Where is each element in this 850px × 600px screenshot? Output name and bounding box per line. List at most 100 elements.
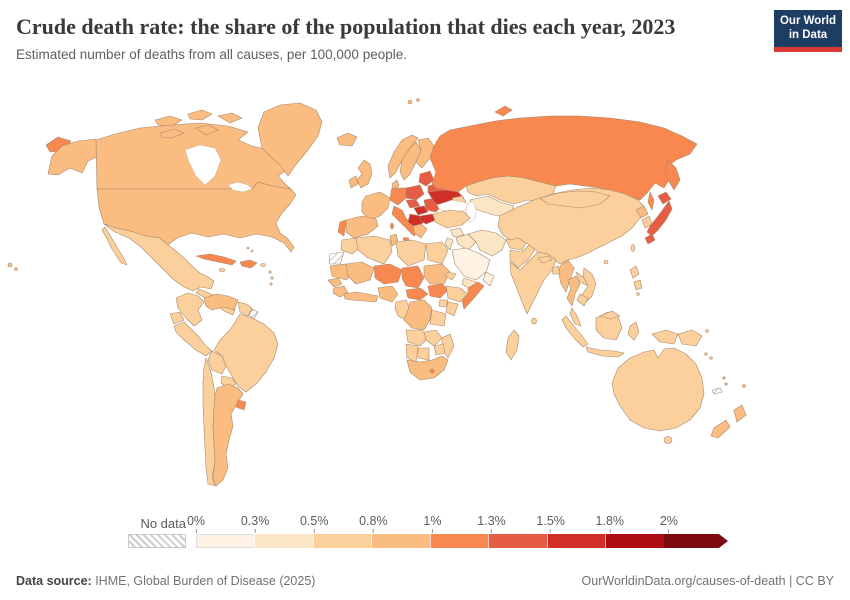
country-drc[interactable] (403, 299, 433, 331)
country-lesser-antilles-3[interactable] (269, 282, 273, 286)
legend-bin-6[interactable] (546, 534, 606, 548)
country-germany[interactable] (389, 187, 407, 206)
country-indonesia-sulawesi[interactable] (627, 321, 640, 341)
country-sri-lanka[interactable] (531, 317, 537, 325)
country-canada-arctic-5[interactable] (195, 124, 219, 136)
country-eritrea[interactable] (444, 271, 457, 281)
country-lesser-antilles-2[interactable] (270, 276, 274, 280)
country-syria[interactable] (449, 227, 465, 238)
country-canada-arctic-4[interactable] (159, 128, 185, 139)
country-ecuador[interactable] (169, 311, 185, 325)
country-finland[interactable] (415, 137, 435, 169)
country-philippines-3[interactable] (636, 292, 640, 296)
country-united-states-hawaii[interactable] (7, 262, 13, 268)
country-indonesia-sumatra[interactable] (561, 315, 589, 348)
country-lesotho[interactable] (429, 368, 435, 374)
country-uganda[interactable] (438, 299, 449, 308)
owid-url-link[interactable]: OurWorldinData.org/causes-of-death (581, 574, 786, 588)
country-russia-kamchatka[interactable] (664, 159, 681, 191)
country-cuba[interactable] (195, 253, 237, 266)
country-lesser-antilles-1[interactable] (268, 270, 272, 274)
legend-bin-0[interactable] (196, 534, 255, 548)
legend-bin-4[interactable] (429, 534, 489, 548)
country-greenland[interactable] (257, 102, 323, 177)
legend-bin-2[interactable] (312, 534, 372, 548)
country-egypt[interactable] (425, 241, 449, 265)
country-algeria[interactable] (355, 235, 393, 265)
country-zimbabwe[interactable] (433, 343, 446, 356)
country-vanuatu-2[interactable] (724, 382, 728, 386)
country-bulgaria[interactable] (419, 213, 437, 225)
country-senegal[interactable] (327, 277, 343, 288)
country-madagascar[interactable] (505, 329, 520, 361)
country-cambodia[interactable] (576, 293, 589, 307)
country-ireland[interactable] (348, 175, 359, 189)
country-japan-kyushu[interactable] (644, 233, 656, 245)
country-spain[interactable] (345, 215, 379, 239)
country-new-zealand-north[interactable] (733, 404, 747, 423)
country-iran[interactable] (467, 229, 507, 257)
country-bolivia[interactable] (207, 350, 227, 375)
country-czechia[interactable] (405, 199, 421, 209)
legend-no-data-swatch[interactable] (128, 534, 186, 548)
country-solomon-islands[interactable] (704, 352, 708, 356)
country-canada-arctic-1[interactable] (154, 115, 183, 127)
country-india[interactable] (509, 251, 557, 315)
country-canada-arctic-3[interactable] (217, 112, 243, 124)
country-mozambique[interactable] (441, 333, 455, 359)
country-malaysia-borneo[interactable] (599, 310, 621, 320)
country-oman[interactable] (482, 271, 495, 287)
country-south-africa[interactable] (406, 355, 449, 381)
legend-bin-1[interactable] (254, 534, 313, 548)
country-chile[interactable] (202, 357, 216, 487)
country-central-african-republic[interactable] (405, 287, 429, 301)
country-norway-svalbard-2[interactable] (416, 98, 420, 102)
country-pakistan[interactable] (509, 243, 537, 269)
country-sudan[interactable] (423, 263, 451, 285)
country-south-sudan[interactable] (427, 283, 449, 299)
country-norway[interactable] (387, 134, 419, 179)
country-russia-novaya-zemlya[interactable] (494, 105, 513, 117)
country-hispaniola[interactable] (239, 259, 258, 269)
country-bahamas[interactable] (246, 246, 250, 250)
country-zambia[interactable] (423, 329, 443, 347)
country-libya[interactable] (395, 239, 427, 267)
country-north-korea[interactable] (635, 205, 649, 219)
country-namibia[interactable] (405, 343, 419, 363)
country-taiwan[interactable] (630, 244, 636, 252)
country-guyana-suriname[interactable] (237, 301, 253, 317)
country-malaysia-peninsula[interactable] (569, 307, 582, 327)
legend-bin-7[interactable] (605, 534, 664, 548)
country-colombia[interactable] (175, 292, 205, 327)
country-solomon-islands-2[interactable] (709, 356, 713, 360)
country-new-zealand-south[interactable] (710, 419, 731, 439)
country-china-hainan[interactable] (603, 259, 609, 265)
country-mexico[interactable] (103, 223, 215, 292)
country-philippines-mindanao[interactable] (633, 279, 643, 291)
country-nigeria[interactable] (377, 285, 399, 303)
country-mexico-baja[interactable] (101, 226, 128, 266)
country-somalia[interactable] (461, 281, 485, 310)
legend-bin-8[interactable] (663, 534, 728, 548)
country-philippines-luzon[interactable] (629, 265, 640, 279)
country-indonesia-papua[interactable] (651, 329, 679, 345)
country-denmark[interactable] (391, 179, 400, 190)
country-botswana[interactable] (417, 347, 430, 361)
country-fiji[interactable] (742, 384, 746, 388)
country-puerto-rico[interactable] (260, 263, 266, 267)
country-vanuatu[interactable] (722, 376, 726, 380)
country-china[interactable] (497, 187, 646, 265)
country-png-island[interactable] (705, 329, 709, 333)
country-venezuela[interactable] (203, 293, 239, 311)
country-italy-sardinia[interactable] (390, 222, 394, 230)
country-angola[interactable] (405, 329, 429, 347)
country-greece[interactable] (412, 223, 428, 239)
country-new-caledonia[interactable] (711, 387, 723, 395)
country-thailand[interactable] (566, 275, 581, 307)
country-poland[interactable] (405, 184, 425, 201)
country-united-kingdom[interactable] (356, 159, 373, 189)
country-gulf-of-guinea-coast[interactable] (343, 291, 379, 303)
country-united-states[interactable] (96, 181, 297, 253)
country-australia[interactable] (611, 347, 705, 432)
country-iraq[interactable] (455, 233, 477, 251)
